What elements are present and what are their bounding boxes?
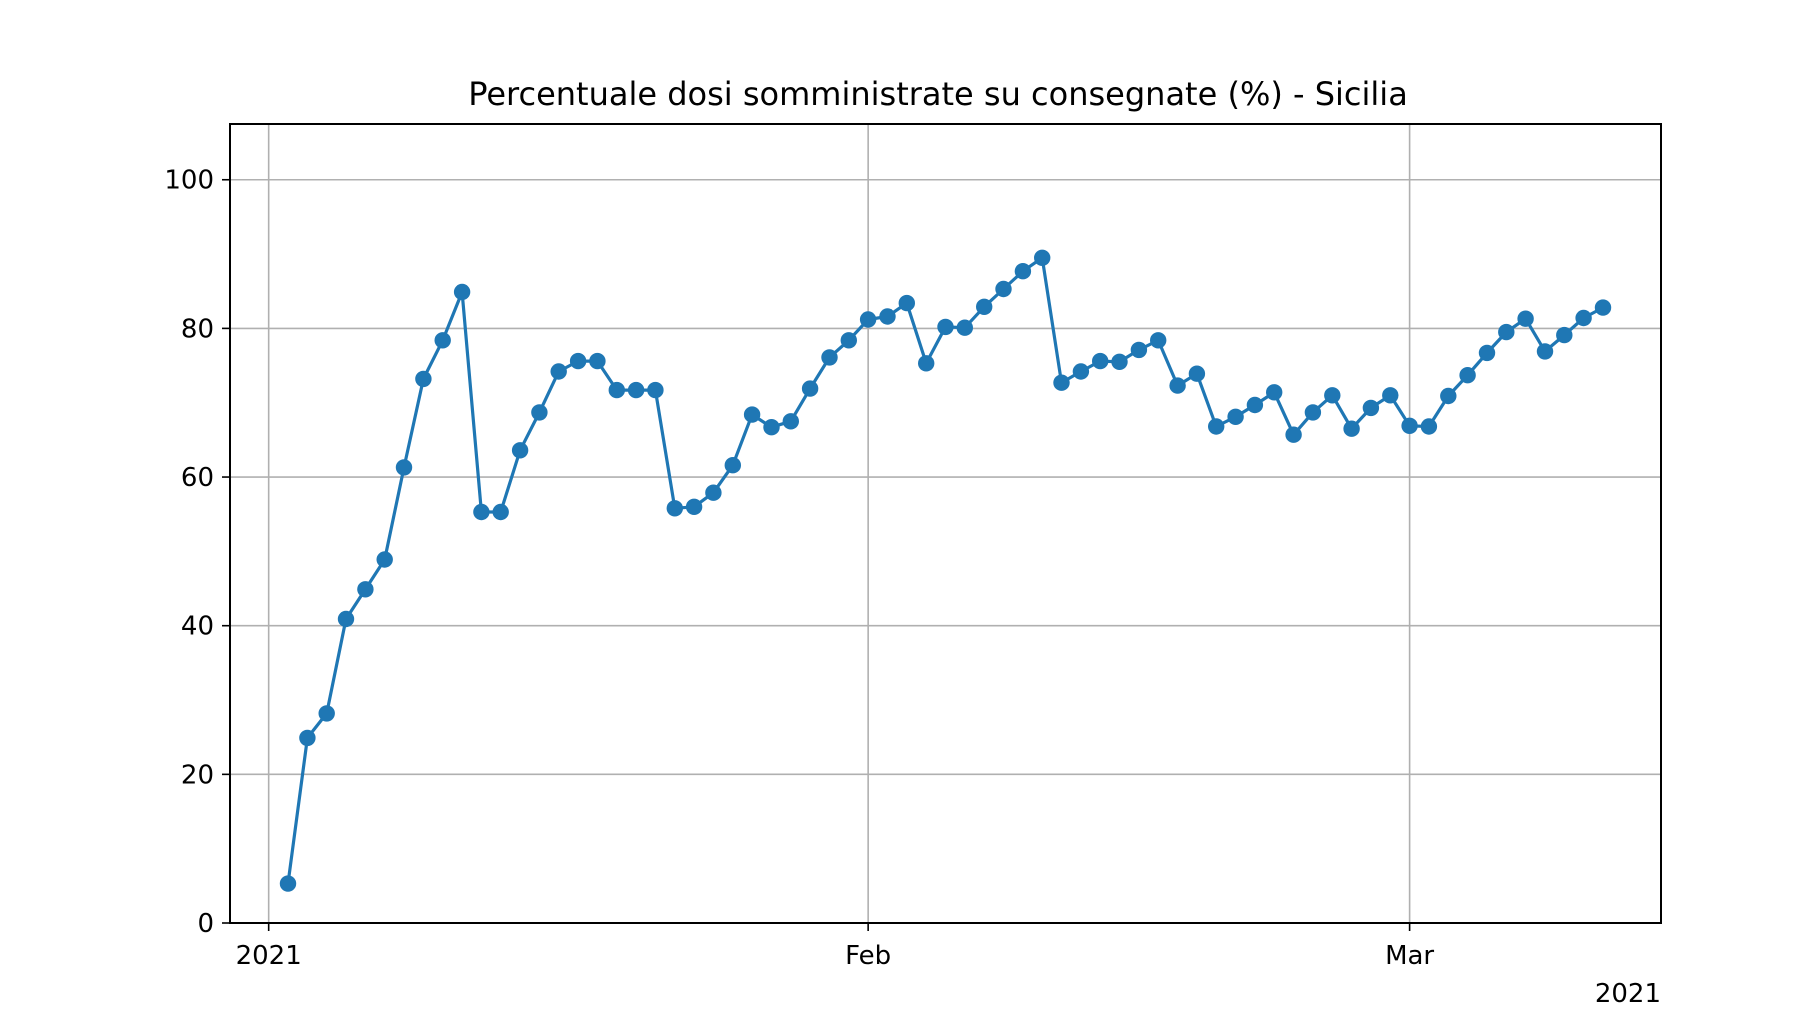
data-point (976, 298, 993, 315)
data-point (531, 404, 548, 421)
data-point (279, 875, 297, 892)
data-point (1362, 399, 1380, 417)
data-point (434, 332, 451, 349)
data-point (763, 419, 780, 436)
data-point (1150, 332, 1167, 349)
data-point (1266, 384, 1283, 401)
data-point (898, 294, 915, 312)
data-point (337, 610, 355, 628)
y-tick-label: 60 (181, 463, 214, 493)
data-point (1536, 343, 1554, 360)
y-tick-label: 80 (181, 314, 214, 344)
y-tick-label: 100 (164, 166, 214, 196)
data-point (1478, 344, 1496, 362)
data-point (1459, 367, 1476, 384)
data-point (1092, 352, 1109, 370)
data-point (1208, 418, 1225, 435)
y-tick-label: 40 (181, 612, 214, 642)
data-point (918, 355, 935, 372)
data-point (685, 498, 703, 515)
y-axis: 0 20 40 60 80 100 (164, 166, 230, 939)
data-point (1401, 417, 1418, 434)
data-point (511, 442, 529, 459)
data-point (1304, 404, 1322, 421)
data-point (550, 363, 567, 380)
data-point (821, 349, 838, 366)
data-point (1034, 249, 1051, 266)
data-point (627, 381, 645, 399)
y-tick-label: 20 (181, 760, 214, 790)
data-point (415, 370, 432, 388)
data-point (724, 457, 741, 474)
data-point (473, 503, 490, 521)
chart-title: Percentuale dosi somministrate su conseg… (468, 75, 1408, 113)
data-point (492, 503, 509, 521)
data-point (1440, 387, 1457, 405)
data-point (1111, 353, 1128, 370)
data-point (376, 551, 393, 568)
x-axis: 2021 Feb Mar (236, 923, 1434, 971)
grid (230, 124, 1661, 924)
data-point (1517, 310, 1534, 327)
data-point (1556, 326, 1573, 344)
data-point (1382, 387, 1399, 404)
data-point (589, 352, 606, 370)
data-point (1246, 396, 1264, 414)
data-point (879, 308, 896, 325)
data-point (453, 283, 471, 301)
data-point (1014, 263, 1032, 280)
data-point (299, 729, 316, 747)
x-offset-label: 2021 (1595, 979, 1661, 1009)
data-point (1498, 323, 1515, 341)
y-tick-label: 0 (197, 909, 214, 939)
data-point (1324, 387, 1341, 404)
data-point (995, 280, 1012, 298)
data-point (859, 311, 877, 328)
series-group (279, 249, 1612, 892)
data-point (569, 352, 587, 370)
data-point (782, 413, 799, 430)
x-tick-label: Mar (1385, 941, 1434, 971)
plot-frame (229, 123, 1662, 924)
data-point (1594, 299, 1612, 316)
data-point (1188, 365, 1206, 382)
series-line (286, 256, 1604, 884)
data-point (1420, 418, 1438, 435)
data-point (1285, 426, 1302, 443)
data-point (1227, 408, 1244, 425)
x-tick-label: Feb (845, 941, 891, 971)
data-point (1169, 377, 1186, 394)
data-point (956, 319, 973, 336)
data-point (357, 581, 374, 598)
data-point (666, 500, 683, 517)
data-point (743, 406, 761, 423)
data-point (395, 459, 413, 476)
data-point (840, 332, 857, 349)
data-point (318, 705, 335, 722)
data-point (1343, 420, 1360, 437)
data-point (1130, 341, 1148, 359)
data-point (1053, 374, 1070, 391)
data-point (1072, 363, 1090, 380)
data-point (801, 380, 819, 397)
data-point (937, 318, 954, 336)
data-point (1575, 309, 1592, 327)
x-tick-label: 2021 (236, 941, 302, 971)
data-point (705, 484, 722, 501)
data-point (608, 381, 625, 399)
data-point (647, 381, 664, 399)
